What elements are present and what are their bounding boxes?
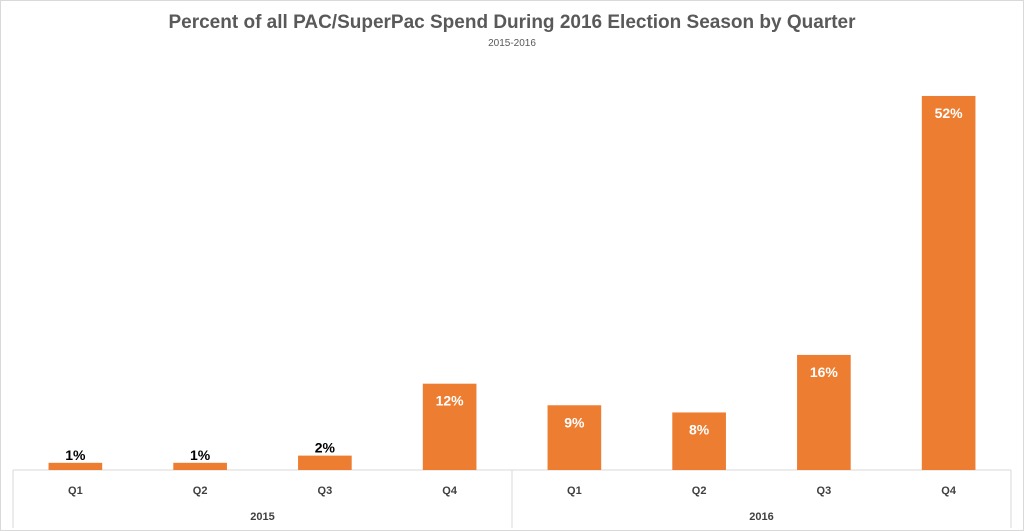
bar-2015-q2 xyxy=(173,462,227,470)
data-label-2016-q4: 52% xyxy=(935,105,964,121)
group-label-2016: 2016 xyxy=(749,511,773,523)
bar-2016-q2 xyxy=(672,412,726,470)
tick-label-2016-q1: Q1 xyxy=(567,485,582,497)
tick-label-2016-q4: Q4 xyxy=(941,485,957,497)
data-label-2016-q2: 8% xyxy=(689,421,710,437)
data-label-2016-q3: 16% xyxy=(810,364,839,380)
data-label-2015-q2: 1% xyxy=(190,447,211,463)
data-label-2016-q1: 9% xyxy=(564,414,585,430)
tick-label-2015-q2: Q2 xyxy=(193,485,208,497)
bar-2015-q4 xyxy=(422,383,477,470)
bar-2015-q1 xyxy=(48,462,103,470)
tick-label-2015-q1: Q1 xyxy=(68,485,83,497)
tick-label-2015-q4: Q4 xyxy=(442,485,458,497)
group-label-2015: 2015 xyxy=(250,511,274,523)
bar-2016-q1 xyxy=(547,405,602,470)
bar-2015-q3 xyxy=(298,455,352,470)
chart-subtitle: 2015-2016 xyxy=(488,38,536,49)
data-label-2015-q3: 2% xyxy=(315,440,336,456)
tick-label-2016-q3: Q3 xyxy=(817,485,832,497)
bar-2016-q4 xyxy=(921,95,976,471)
tick-label-2015-q3: Q3 xyxy=(318,485,333,497)
tick-label-2016-q2: Q2 xyxy=(692,485,707,497)
data-label-2015-q4: 12% xyxy=(436,393,465,409)
chart-title: Percent of all PAC/SuperPac Spend During… xyxy=(168,12,856,33)
data-label-2015-q1: 1% xyxy=(65,447,86,463)
bar-2016-q3 xyxy=(797,354,851,470)
